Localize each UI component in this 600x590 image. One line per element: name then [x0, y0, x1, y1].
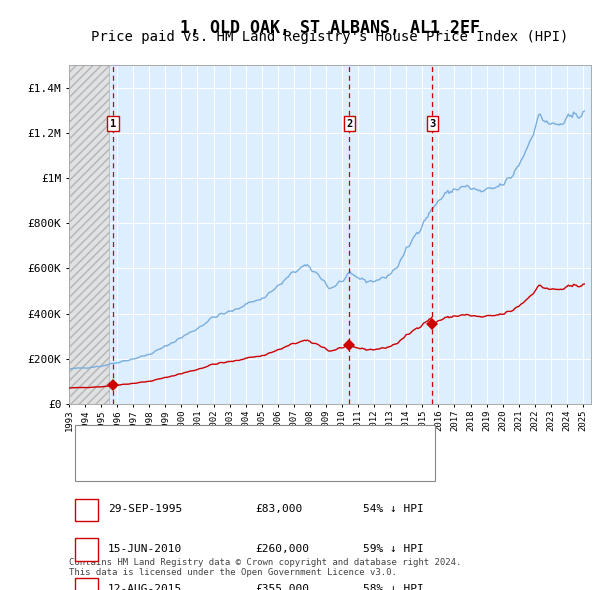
- Text: £355,000: £355,000: [255, 584, 309, 590]
- Text: 1: 1: [110, 119, 116, 129]
- Text: 15-JUN-2010: 15-JUN-2010: [108, 544, 182, 554]
- Text: 1, OLD OAK, ST ALBANS, AL1 2EF (detached house): 1, OLD OAK, ST ALBANS, AL1 2EF (detached…: [123, 435, 417, 445]
- Text: Contains HM Land Registry data © Crown copyright and database right 2024.
This d: Contains HM Land Registry data © Crown c…: [69, 558, 461, 577]
- Text: 54% ↓ HPI: 54% ↓ HPI: [363, 504, 424, 514]
- Text: 59% ↓ HPI: 59% ↓ HPI: [363, 544, 424, 554]
- Text: 1: 1: [83, 504, 90, 514]
- Text: HPI: Average price, detached house, St Albans: HPI: Average price, detached house, St A…: [123, 460, 404, 470]
- Text: 29-SEP-1995: 29-SEP-1995: [108, 504, 182, 514]
- Text: 12-AUG-2015: 12-AUG-2015: [108, 584, 182, 590]
- Bar: [69, 65, 109, 404]
- Text: 58% ↓ HPI: 58% ↓ HPI: [363, 584, 424, 590]
- Text: Price paid vs. HM Land Registry's House Price Index (HPI): Price paid vs. HM Land Registry's House …: [91, 30, 569, 44]
- Text: 2: 2: [83, 544, 90, 554]
- Text: 3: 3: [429, 119, 436, 129]
- Text: 2: 2: [346, 119, 353, 129]
- Text: £83,000: £83,000: [255, 504, 302, 514]
- Text: 1, OLD OAK, ST ALBANS, AL1 2EF: 1, OLD OAK, ST ALBANS, AL1 2EF: [180, 19, 480, 37]
- Text: 3: 3: [83, 584, 90, 590]
- Text: £260,000: £260,000: [255, 544, 309, 554]
